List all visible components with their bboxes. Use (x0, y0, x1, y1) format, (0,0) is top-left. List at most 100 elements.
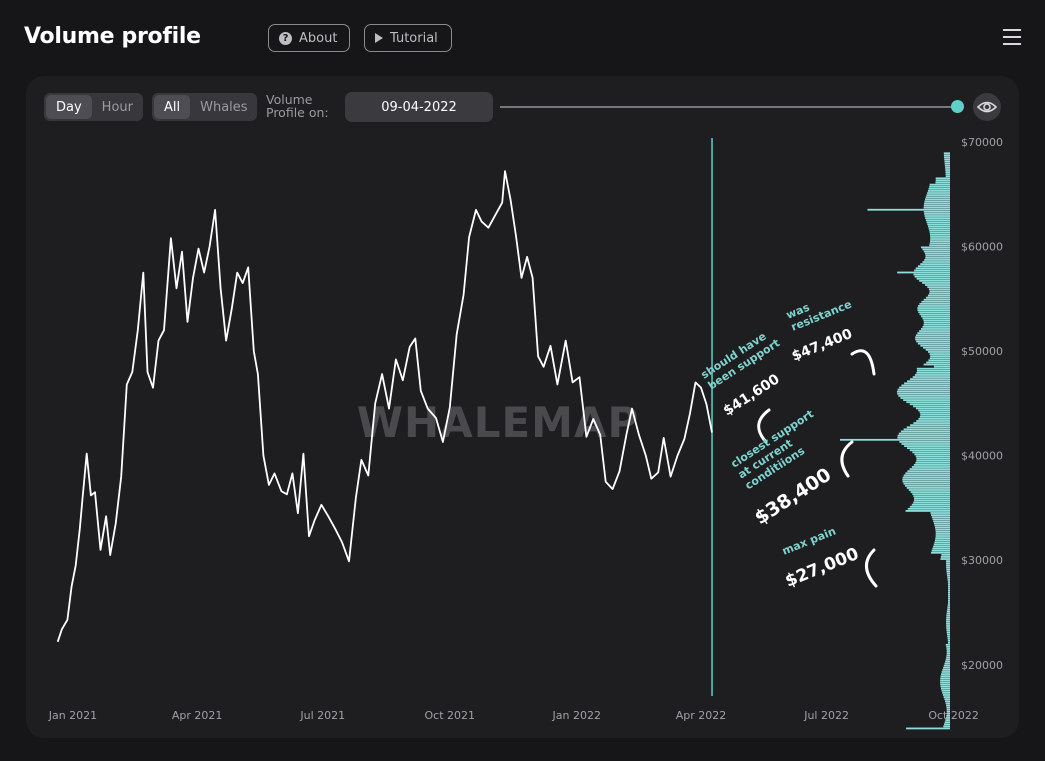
hour-button[interactable]: Hour (92, 95, 143, 119)
profile-bar (903, 399, 950, 401)
profile-bar (933, 545, 950, 548)
profile-bar (924, 213, 950, 215)
profile-bar (935, 528, 950, 531)
profile-bar (947, 574, 950, 577)
period-toggle: Day Hour (44, 93, 143, 121)
profile-bar (913, 495, 950, 498)
profile-bar (925, 219, 950, 222)
profile-bar (944, 164, 950, 167)
profile-bar (899, 386, 950, 389)
profile-bar (925, 348, 950, 351)
profile-bar (941, 671, 950, 673)
profile-bar (899, 441, 950, 443)
volume-profile-label-line2: Profile on: (266, 105, 329, 120)
profile-bar (940, 687, 950, 690)
profile-bar (931, 549, 950, 552)
profile-bar (946, 627, 950, 629)
profile-bar (946, 631, 950, 634)
profile-bar (946, 712, 950, 715)
tutorial-button[interactable]: Tutorial (364, 24, 452, 52)
profile-bar (931, 514, 950, 516)
profile-bar (907, 507, 950, 510)
profile-bar (946, 562, 950, 565)
profile-bar (940, 677, 950, 680)
profile-bar (948, 597, 950, 600)
all-button[interactable]: All (154, 95, 191, 119)
profile-bar (904, 382, 950, 385)
profile-bar (935, 526, 950, 529)
profile-bar (913, 422, 950, 424)
profile-bar (927, 223, 950, 226)
profile-bar (946, 652, 950, 655)
profile-bar (942, 668, 950, 671)
profile-bar (920, 328, 950, 330)
profile-bar (946, 648, 950, 650)
profile-bar (935, 537, 950, 540)
profile-bar (902, 480, 950, 483)
profile-bar (903, 428, 950, 431)
profile-bar (921, 300, 950, 303)
profile-bar (901, 384, 950, 387)
tutorial-label: Tutorial (390, 30, 438, 46)
visibility-toggle[interactable] (973, 93, 1001, 121)
profile-bar (946, 710, 950, 713)
day-button[interactable]: Day (46, 95, 92, 119)
profile-bar (923, 298, 950, 301)
profile-bar (945, 660, 950, 663)
profile-bar (948, 589, 950, 592)
profile-bar (919, 302, 950, 305)
profile-bar (916, 371, 950, 374)
profile-bar (898, 394, 950, 397)
profile-bar (915, 407, 950, 410)
x-tick-label: Oct 2021 (425, 709, 476, 722)
date-slider-track[interactable] (500, 106, 956, 108)
profile-bar (947, 604, 950, 606)
profile-bar (904, 445, 950, 447)
profile-bar (927, 190, 950, 192)
profile-bar (918, 409, 950, 412)
profile-bar (922, 248, 950, 251)
whales-button[interactable]: Whales (190, 95, 257, 119)
profile-bar (940, 685, 950, 688)
hamburger-menu-icon[interactable] (1003, 29, 1021, 47)
about-button[interactable]: ? About (268, 24, 350, 52)
profile-bar (915, 336, 950, 339)
profile-bar (943, 723, 950, 726)
profile-bar (906, 447, 950, 450)
profile-bar (948, 595, 950, 598)
profile-bar (923, 206, 950, 209)
profile-bar (940, 556, 950, 558)
profile-bar (947, 639, 950, 642)
profile-bar (925, 256, 950, 259)
profile-bar (900, 430, 950, 433)
profile-bar (926, 194, 950, 196)
profile-bar (948, 583, 950, 586)
annotation-bracket (850, 349, 876, 376)
profile-bar (925, 254, 950, 257)
profile-bar (946, 704, 950, 707)
profile-bar (929, 185, 950, 188)
profile-bar (945, 169, 950, 171)
profile-bar (905, 510, 950, 512)
profile-bar (923, 204, 950, 207)
profile-bar (934, 524, 950, 527)
profile-bar (932, 547, 950, 550)
profile-bar (912, 493, 950, 496)
profile-bar (946, 614, 950, 617)
profile-bar (911, 466, 950, 468)
profile-bar (946, 656, 950, 659)
date-field[interactable]: 09-04-2022 (345, 92, 493, 122)
profile-bar (916, 459, 950, 462)
profile-bar (928, 227, 950, 230)
profile-bar (904, 484, 950, 487)
profile-bar (946, 620, 950, 623)
profile-bar (929, 290, 950, 293)
profile-bar (944, 160, 950, 163)
profile-bar (922, 261, 950, 263)
date-slider-thumb[interactable] (951, 100, 964, 113)
profile-bar (920, 246, 950, 249)
y-tick-label: $40000 (961, 450, 1003, 463)
profile-bar (916, 420, 950, 422)
watermark: WHALEMAP (357, 398, 640, 447)
play-icon (375, 33, 383, 43)
